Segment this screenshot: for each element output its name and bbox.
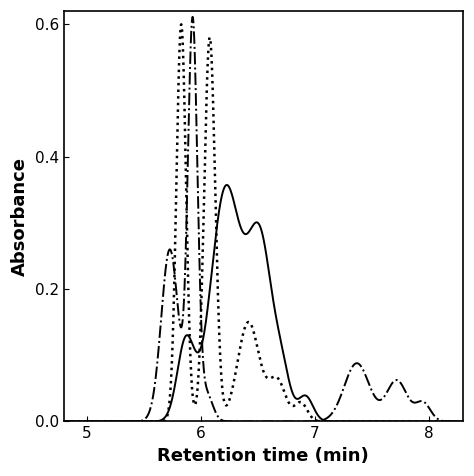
X-axis label: Retention time (min): Retention time (min) [157,447,369,465]
Y-axis label: Absorbance: Absorbance [11,157,29,276]
